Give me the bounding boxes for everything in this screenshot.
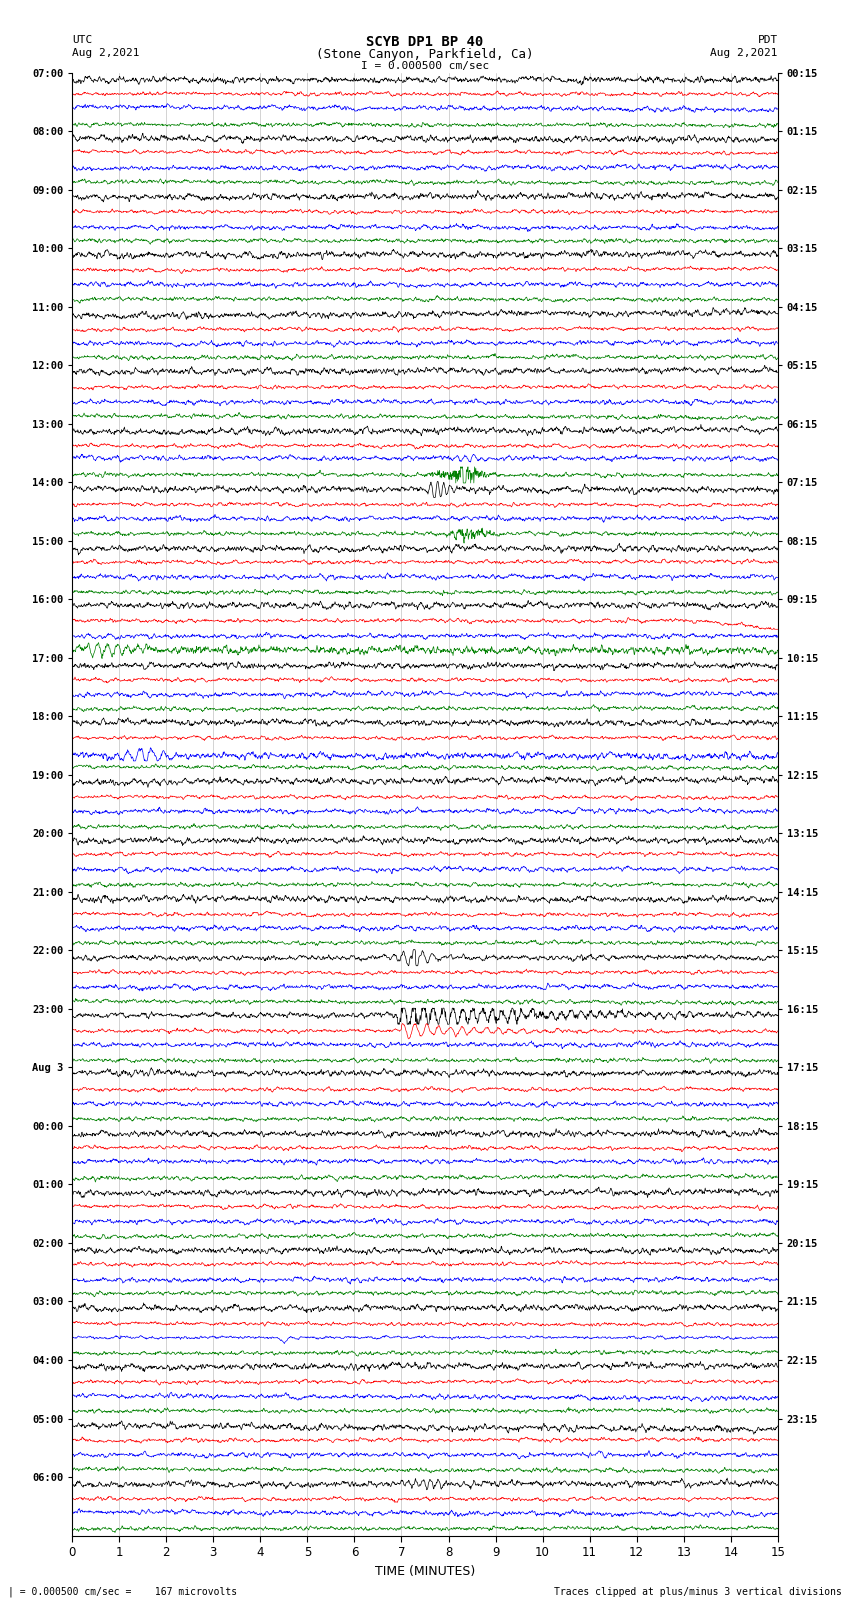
X-axis label: TIME (MINUTES): TIME (MINUTES): [375, 1565, 475, 1578]
Text: PDT: PDT: [757, 35, 778, 45]
Text: | = 0.000500 cm/sec =    167 microvolts: | = 0.000500 cm/sec = 167 microvolts: [8, 1586, 238, 1597]
Text: SCYB DP1 BP 40: SCYB DP1 BP 40: [366, 35, 484, 50]
Text: I = 0.000500 cm/sec: I = 0.000500 cm/sec: [361, 61, 489, 71]
Text: Aug 2,2021: Aug 2,2021: [72, 48, 139, 58]
Text: Aug 2,2021: Aug 2,2021: [711, 48, 778, 58]
Text: UTC: UTC: [72, 35, 93, 45]
Text: Traces clipped at plus/minus 3 vertical divisions: Traces clipped at plus/minus 3 vertical …: [553, 1587, 842, 1597]
Text: (Stone Canyon, Parkfield, Ca): (Stone Canyon, Parkfield, Ca): [316, 48, 534, 61]
